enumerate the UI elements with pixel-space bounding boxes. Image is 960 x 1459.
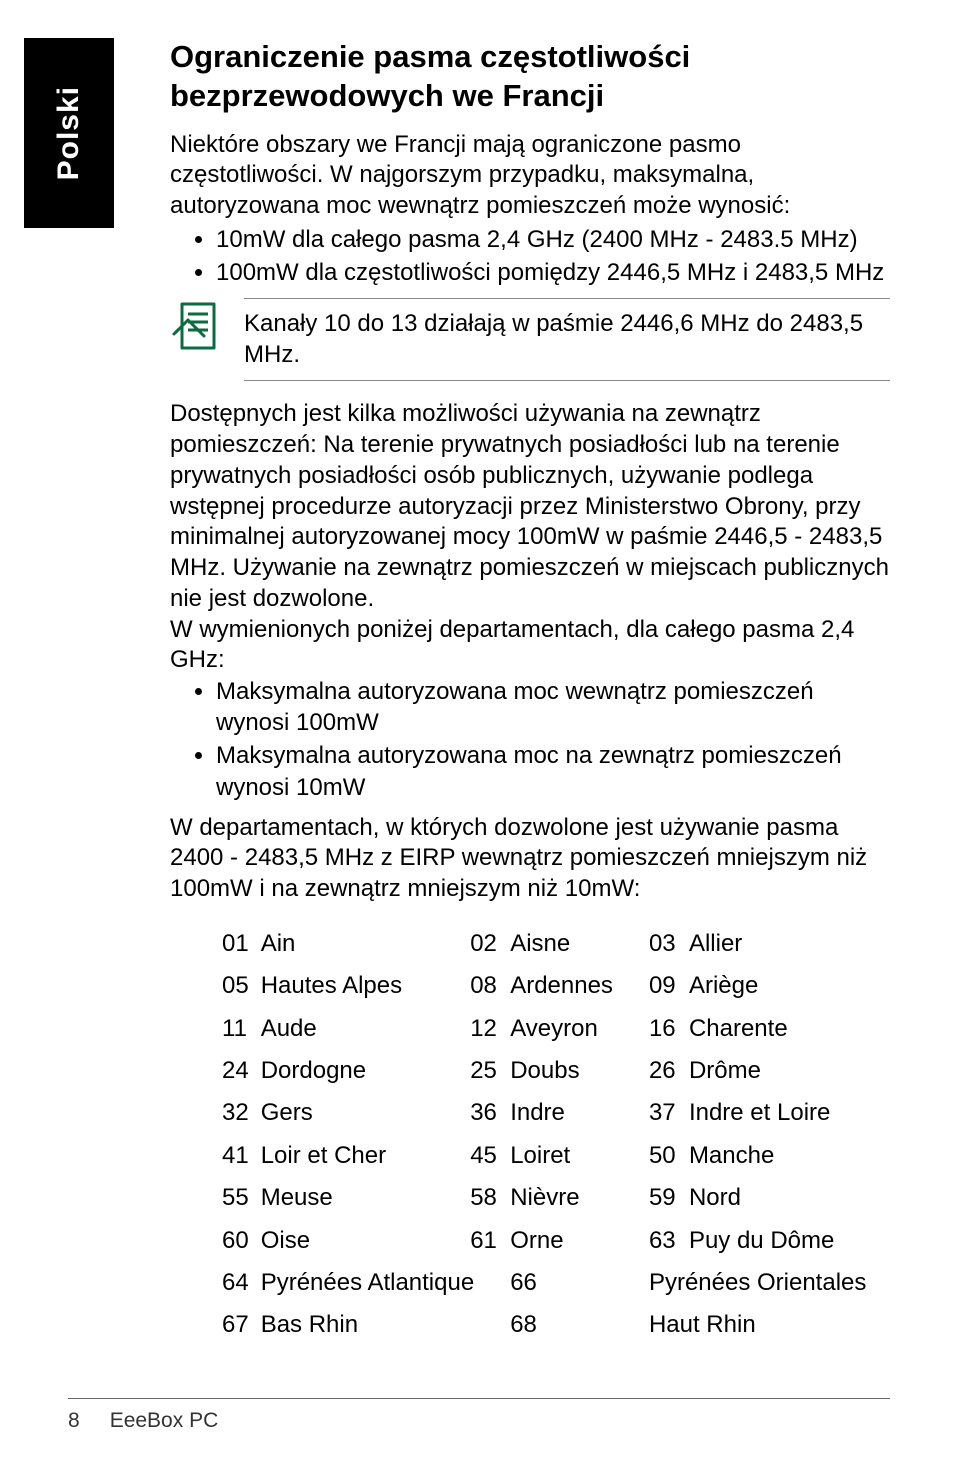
dept-code: 37 [643,1092,683,1134]
dept-name: Aisne [504,923,643,965]
dept-name: Allier [683,923,896,965]
dept-code: 45 [464,1135,504,1177]
dept-code: 60 [216,1220,255,1262]
dept-code: 05 [216,965,255,1007]
table-row: 24Dordogne25Doubs26Drôme [216,1050,896,1092]
dept-name: Puy du Dôme [683,1220,896,1262]
page-title: Ograniczenie pasma częstotliwości bezprz… [170,38,890,116]
dept-name: Aude [255,1008,464,1050]
dept-name: Manche [683,1135,896,1177]
page-footer: 8 EeeBox PC [68,1409,218,1433]
departments-table: 01Ain02Aisne03Allier05Hautes Alpes08Arde… [216,923,890,1347]
dept-code: 64 [216,1262,255,1304]
note-icon [170,298,226,354]
dept-code: 25 [464,1050,504,1092]
dept-name: Pyrénées Orientales [643,1262,896,1304]
footer-rule [68,1398,890,1399]
dept-code: 24 [216,1050,255,1092]
dept-name: Dordogne [255,1050,464,1092]
language-tab: Polski [24,38,114,228]
dept-name: Gers [255,1092,464,1134]
product-name: EeeBox PC [110,1409,219,1433]
table-row: 32Gers36Indre37Indre et Loire [216,1092,896,1134]
dept-name: Loir et Cher [255,1135,464,1177]
dept-name: Bas Rhin [255,1304,504,1346]
dept-code: 02 [464,923,504,965]
dept-code: 58 [464,1177,504,1219]
note-block: Kanały 10 do 13 działają w paśmie 2446,6… [170,298,890,381]
table-row: 60Oise61Orne63Puy du Dôme [216,1220,896,1262]
dept-code: 32 [216,1092,255,1134]
power-bullet-2: Maksymalna autoryzowana moc na zewnątrz … [216,740,890,802]
dept-name: Oise [255,1220,464,1262]
power-bullet-1: Maksymalna autoryzowana moc wewnątrz pom… [216,676,890,738]
dept-code: 59 [643,1177,683,1219]
dept-code: 63 [643,1220,683,1262]
dept-code: 09 [643,965,683,1007]
dept-name: Indre et Loire [683,1092,896,1134]
dept-name: Orne [504,1220,643,1262]
dept-name: Doubs [504,1050,643,1092]
dept-code: 61 [464,1220,504,1262]
language-tab-label: Polski [52,86,86,180]
dept-name: Drôme [683,1050,896,1092]
intro-bullet-2: 100mW dla częstotliwości pomiędzy 2446,5… [216,257,890,288]
dept-code: 50 [643,1135,683,1177]
dept-name: Haut Rhin [643,1304,896,1346]
dept-code: 68 [504,1304,643,1346]
dept-name: Pyrénées Atlantique [255,1262,504,1304]
departments-eirp-paragraph: W departamentach, w których dozwolone je… [170,813,890,905]
dept-code: 26 [643,1050,683,1092]
dept-name: Indre [504,1092,643,1134]
table-row: 01Ain02Aisne03Allier [216,923,896,965]
dept-code: 66 [504,1262,643,1304]
dept-name: Nièvre [504,1177,643,1219]
dept-name: Loiret [504,1135,643,1177]
dept-name: Charente [683,1008,896,1050]
table-row: 64Pyrénées Atlantique66Pyrénées Oriental… [216,1262,896,1304]
dept-name: Ariège [683,965,896,1007]
dept-name: Hautes Alpes [255,965,464,1007]
intro-bullet-1: 10mW dla całego pasma 2,4 GHz (2400 MHz … [216,224,890,255]
table-row: 11Aude12Aveyron16Charente [216,1008,896,1050]
dept-code: 03 [643,923,683,965]
intro-bullet-list: 10mW dla całego pasma 2,4 GHz (2400 MHz … [170,224,890,288]
dept-name: Aveyron [504,1008,643,1050]
dept-code: 11 [216,1008,255,1050]
note-text: Kanały 10 do 13 działają w paśmie 2446,6… [244,298,890,381]
table-row: 55Meuse58Nièvre59Nord [216,1177,896,1219]
dept-code: 67 [216,1304,255,1346]
dept-name: Ain [255,923,464,965]
table-row: 41Loir et Cher45Loiret50Manche [216,1135,896,1177]
dept-code: 12 [464,1008,504,1050]
dept-code: 36 [464,1092,504,1134]
table-row: 67Bas Rhin68Haut Rhin [216,1304,896,1346]
dept-code: 08 [464,965,504,1007]
dept-name: Meuse [255,1177,464,1219]
dept-code: 55 [216,1177,255,1219]
departments-intro: W wymienionych poniżej departamentach, d… [170,615,890,676]
table-row: 05Hautes Alpes08Ardennes09Ariège [216,965,896,1007]
intro-paragraph: Niektóre obszary we Francji mają ogranic… [170,130,890,222]
dept-name: Nord [683,1177,896,1219]
dept-code: 41 [216,1135,255,1177]
power-bullet-list: Maksymalna autoryzowana moc wewnątrz pom… [170,676,890,803]
document-page: Polski Ograniczenie pasma częstotliwości… [0,0,960,1459]
dept-code: 16 [643,1008,683,1050]
dept-name: Ardennes [504,965,643,1007]
page-number: 8 [68,1409,80,1433]
outdoor-paragraph: Dostępnych jest kilka możliwości używani… [170,399,890,614]
dept-code: 01 [216,923,255,965]
